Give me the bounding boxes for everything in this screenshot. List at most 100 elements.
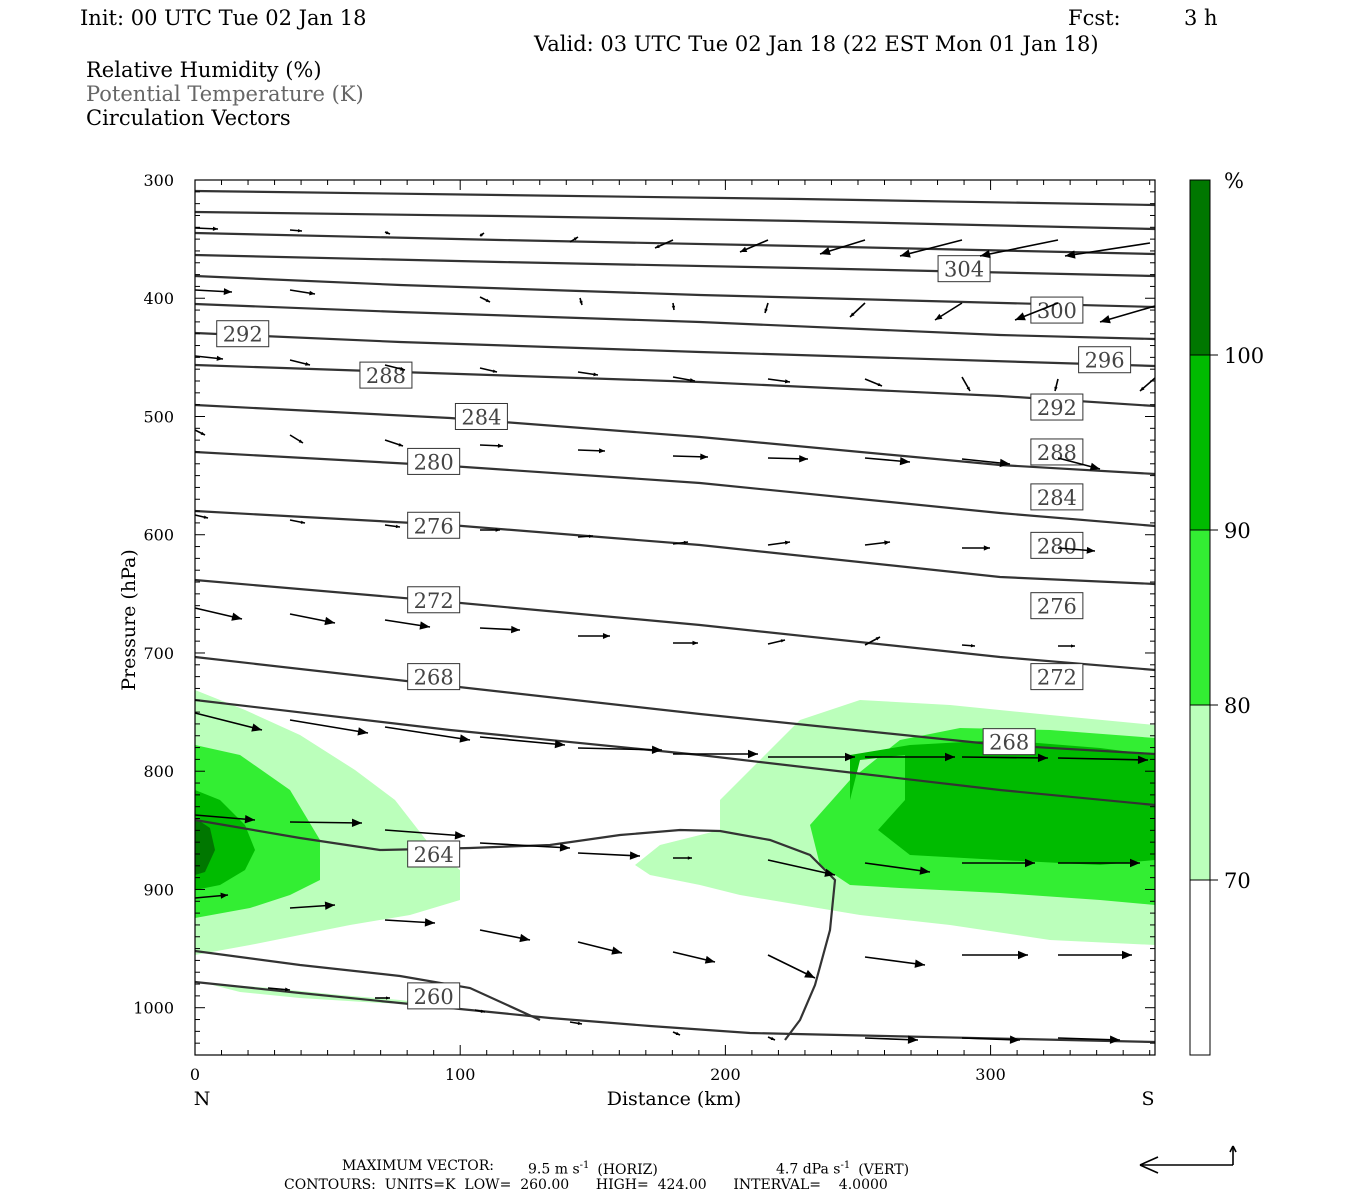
vector-shaft xyxy=(864,862,931,873)
x-end-label-right: S xyxy=(1141,1088,1154,1110)
theta-label: 292 xyxy=(223,323,263,347)
legend-theta: Potential Temperature (K) xyxy=(86,82,364,106)
circulation-vector xyxy=(479,443,504,448)
vector-head xyxy=(1089,462,1100,471)
circulation-vector xyxy=(194,355,224,361)
theta-label: 276 xyxy=(414,514,454,538)
theta-label: 304 xyxy=(944,258,984,282)
circulation-vector xyxy=(479,842,571,852)
isentrope-line-2 xyxy=(194,210,1156,231)
vector-head xyxy=(244,814,255,824)
colorbar-swatch xyxy=(1189,179,1211,356)
vector-head xyxy=(454,831,465,840)
vector-shaft xyxy=(479,736,566,746)
circulation-vector xyxy=(1057,457,1101,471)
circulation-vector xyxy=(673,749,758,759)
theta-label: 272 xyxy=(414,589,454,613)
circulation-vector xyxy=(577,534,594,538)
circulation-vector xyxy=(1057,546,1096,554)
theta-label-box xyxy=(216,320,270,348)
theta-label: 288 xyxy=(366,364,406,388)
vector-head xyxy=(899,456,910,466)
theta-label-box xyxy=(407,982,461,1010)
vector-head xyxy=(877,382,882,387)
theta-label-box xyxy=(359,361,413,389)
circulation-vector xyxy=(1099,305,1156,324)
circulation-vector xyxy=(671,302,676,311)
vector-head xyxy=(357,727,368,736)
theta-label: 268 xyxy=(989,731,1029,755)
max-vector-label: MAXIMUM VECTOR: xyxy=(342,1158,494,1174)
theta-label: 292 xyxy=(1037,396,1077,420)
vector-shaft xyxy=(194,712,263,731)
theta-labels: 3043002962922922882882842842802802762762… xyxy=(216,255,1132,1010)
theta-label: 296 xyxy=(1085,349,1125,373)
vector-head xyxy=(704,955,715,964)
theta-contours xyxy=(194,189,1156,1044)
circulation-vector xyxy=(864,1035,919,1044)
circulation-vector xyxy=(673,856,692,860)
circulation-vector xyxy=(384,364,406,371)
theta-label: 276 xyxy=(1037,595,1077,619)
vector-head xyxy=(511,625,520,634)
vector-head xyxy=(419,621,430,630)
vector-shaft xyxy=(979,239,1059,257)
vector-head xyxy=(212,226,218,231)
vector-shaft xyxy=(1064,242,1151,257)
circulation-vector xyxy=(962,950,1028,960)
vector-head xyxy=(298,439,303,443)
vector-head xyxy=(309,290,315,296)
theta-label-box xyxy=(407,511,461,539)
vector-head xyxy=(495,528,500,532)
isentrope-line-3 xyxy=(194,231,1156,256)
vector-shaft xyxy=(384,829,466,837)
horiz-exponent: -1 xyxy=(579,1160,590,1171)
vector-head xyxy=(675,1031,680,1035)
circulation-vector xyxy=(577,941,623,955)
circulation-vector xyxy=(569,236,579,243)
circulation-vector xyxy=(577,851,641,860)
max-vector-vert: 4.7 dPa s-1 (VERT) xyxy=(776,1158,909,1178)
vector-head xyxy=(651,745,662,754)
vector-head xyxy=(671,305,676,310)
circulation-vector xyxy=(194,892,229,899)
horiz-value: 9.5 m s xyxy=(528,1161,580,1178)
circulation-vector xyxy=(1058,950,1132,960)
circulation-vector xyxy=(289,359,311,366)
vector-shaft xyxy=(384,726,471,741)
circulation-vector xyxy=(479,232,485,237)
isentrope-line-6 xyxy=(194,302,1156,341)
init-time: Init: 00 UTC Tue 02 Jan 18 xyxy=(80,6,367,30)
isentrope-line-13 xyxy=(194,655,1156,756)
y-tick-label: 400 xyxy=(143,289,174,308)
circulation-vector xyxy=(767,859,836,877)
circulation-vector xyxy=(672,453,709,461)
circulation-vector xyxy=(819,239,866,256)
circulation-vector xyxy=(194,429,206,436)
vector-head xyxy=(1065,250,1076,259)
rh-90-region-right xyxy=(850,740,1155,865)
rh-100-region-left xyxy=(195,818,215,875)
vector-head xyxy=(324,616,335,626)
circulation-vector xyxy=(479,929,531,943)
theta-label: 264 xyxy=(414,843,454,867)
circulation-vector xyxy=(384,829,466,840)
vector-head xyxy=(740,246,748,252)
theta-label: 280 xyxy=(414,450,454,474)
colorbar-level-label: 80 xyxy=(1224,694,1251,718)
theta-label-box xyxy=(1030,663,1084,691)
x-tick-label: 200 xyxy=(710,1065,741,1084)
vector-shaft xyxy=(1057,757,1149,761)
circulation-vector xyxy=(654,239,674,249)
theta-label-box xyxy=(454,402,508,430)
vector-head xyxy=(479,233,484,237)
circulation-vector xyxy=(577,371,599,377)
vector-head xyxy=(748,749,758,759)
vector-head xyxy=(629,851,640,860)
circulation-vector xyxy=(384,918,436,927)
vector-head xyxy=(554,739,565,749)
colorbar-level-label: 90 xyxy=(1224,519,1251,543)
isentrope-line-4 xyxy=(194,253,1156,278)
circulation-vector xyxy=(384,230,391,235)
